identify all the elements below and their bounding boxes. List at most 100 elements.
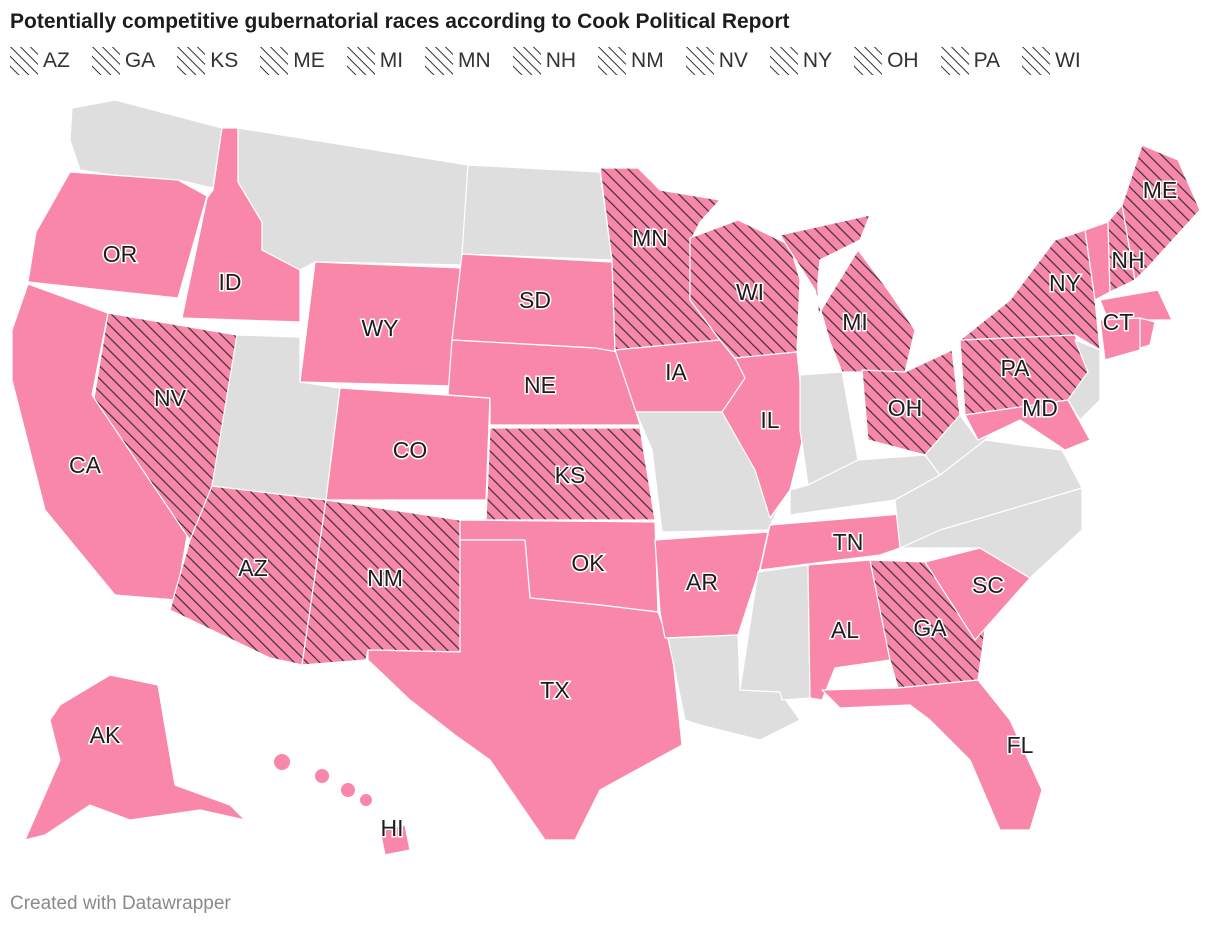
legend-label: MI bbox=[379, 49, 404, 72]
legend-item-ks: KS bbox=[177, 47, 238, 75]
state-nd bbox=[461, 164, 613, 261]
us-map: OR ID WY SD MN WI MI NY ME NH CT MD PA OH IL IA NE KS CO NV… bbox=[11, 99, 1201, 856]
legend-swatch bbox=[177, 47, 206, 75]
state-label-ne: NE bbox=[524, 372, 556, 398]
state-tx bbox=[367, 539, 683, 841]
legend-swatch bbox=[10, 47, 38, 75]
state-label-co: CO bbox=[393, 437, 428, 463]
legend-item-nm: NM bbox=[598, 47, 664, 75]
state-ne bbox=[447, 339, 641, 426]
state-label-ak: AK bbox=[90, 722, 121, 748]
states-layer bbox=[11, 99, 1201, 856]
state-ks bbox=[485, 427, 656, 521]
state-md bbox=[964, 399, 1091, 451]
state-me bbox=[1121, 144, 1201, 281]
legend-label: NM bbox=[631, 49, 664, 72]
state-label-ok: OK bbox=[571, 550, 605, 576]
state-label-tn: TN bbox=[833, 529, 864, 555]
state-label-nv: NV bbox=[154, 385, 187, 411]
state-label-wi: WI bbox=[736, 279, 764, 305]
state-label-me: ME bbox=[1143, 177, 1178, 203]
state-label-fl: FL bbox=[1007, 732, 1034, 758]
hawaii-island bbox=[315, 769, 329, 783]
legend-label: NV bbox=[718, 49, 748, 72]
legend-label: WI bbox=[1055, 49, 1081, 72]
legend-swatch bbox=[425, 47, 454, 75]
legend-swatch bbox=[940, 47, 969, 75]
hawaii-island bbox=[341, 783, 355, 797]
legend-item-pa: PA bbox=[940, 47, 1001, 75]
hawaii-island bbox=[360, 794, 372, 806]
legend-swatch bbox=[1022, 47, 1051, 75]
state-label-md: MD bbox=[1022, 395, 1058, 421]
footer-credit: Created with Datawrapper bbox=[10, 893, 231, 914]
legend-label: KS bbox=[210, 49, 239, 72]
state-label-ia: IA bbox=[665, 359, 687, 385]
legend-swatch bbox=[512, 47, 541, 75]
legend-item-nh: NH bbox=[512, 47, 577, 75]
legend-swatch bbox=[685, 47, 714, 75]
state-label-al: AL bbox=[831, 617, 859, 643]
state-label-ks: KS bbox=[555, 462, 586, 488]
legend-swatch bbox=[346, 47, 375, 75]
state-label-wy: WY bbox=[361, 315, 398, 341]
state-label-ga: GA bbox=[913, 615, 947, 641]
legend-item-az: AZ bbox=[10, 47, 70, 75]
legend-item-ny: NY bbox=[769, 47, 833, 75]
state-ca bbox=[11, 283, 189, 601]
legend-item-wi: WI bbox=[1022, 47, 1081, 75]
state-label-az: AZ bbox=[238, 555, 267, 581]
legend-item-me: ME bbox=[260, 47, 325, 75]
legend-item-oh: OH bbox=[854, 47, 919, 75]
state-label-il: IL bbox=[760, 407, 779, 433]
state-mi bbox=[779, 214, 916, 373]
state-label-ny: NY bbox=[1049, 270, 1081, 296]
legend-item-mi: MI bbox=[346, 47, 404, 75]
state-label-id: ID bbox=[219, 269, 242, 295]
chart-title: Potentially competitive gubernatorial ra… bbox=[10, 10, 790, 33]
state-or bbox=[27, 171, 208, 299]
state-label-sd: SD bbox=[519, 287, 551, 313]
legend-label: GA bbox=[124, 49, 156, 72]
state-label-nh: NH bbox=[1111, 247, 1144, 273]
state-ma bbox=[1099, 289, 1173, 321]
state-la bbox=[667, 634, 801, 741]
state-ak bbox=[24, 674, 246, 841]
hawaii-island bbox=[274, 754, 290, 770]
state-label-oh: OH bbox=[888, 395, 923, 421]
legend-label: AZ bbox=[43, 49, 70, 72]
state-label-ca: CA bbox=[69, 452, 102, 478]
legend-swatch bbox=[769, 47, 798, 75]
state-label-nm: NM bbox=[367, 565, 403, 591]
labels-layer: OR ID WY SD MN WI MI NY ME NH CT MD PA OH IL IA NE KS CO NV… bbox=[68, 176, 1179, 843]
state-label-mi: MI bbox=[842, 309, 868, 335]
legend-swatch bbox=[854, 47, 883, 75]
state-ct bbox=[1099, 317, 1141, 361]
legend-label: NH bbox=[545, 49, 577, 72]
state-label-ar: AR bbox=[686, 569, 718, 595]
state-mt bbox=[237, 127, 469, 271]
state-label-ct: CT bbox=[1103, 309, 1134, 335]
legend-item-mn: MN bbox=[425, 47, 491, 75]
legend-label: MN bbox=[458, 49, 491, 72]
legend-label: OH bbox=[887, 49, 919, 72]
legend-item-ga: GA bbox=[91, 47, 156, 75]
legend-swatch bbox=[598, 47, 627, 75]
legend: AZ GA KS ME MI MN NH NM NV NY OH PA WI bbox=[10, 47, 1103, 75]
legend-label: PA bbox=[973, 49, 1001, 72]
state-label-or: OR bbox=[103, 241, 138, 267]
legend-label: ME bbox=[293, 49, 325, 72]
legend-swatch bbox=[260, 47, 289, 75]
legend-swatch bbox=[91, 47, 120, 75]
state-ri bbox=[1139, 317, 1156, 349]
state-co bbox=[325, 387, 491, 501]
state-label-mn: MN bbox=[632, 225, 668, 251]
state-fl bbox=[821, 679, 1043, 831]
legend-item-nv: NV bbox=[685, 47, 748, 75]
state-label-hi: HI bbox=[381, 815, 404, 841]
state-hi bbox=[379, 824, 411, 856]
state-label-sc: SC bbox=[972, 572, 1004, 598]
state-label-pa: PA bbox=[1001, 355, 1031, 381]
state-label-tx: TX bbox=[540, 677, 569, 703]
legend-label: NY bbox=[802, 49, 833, 72]
